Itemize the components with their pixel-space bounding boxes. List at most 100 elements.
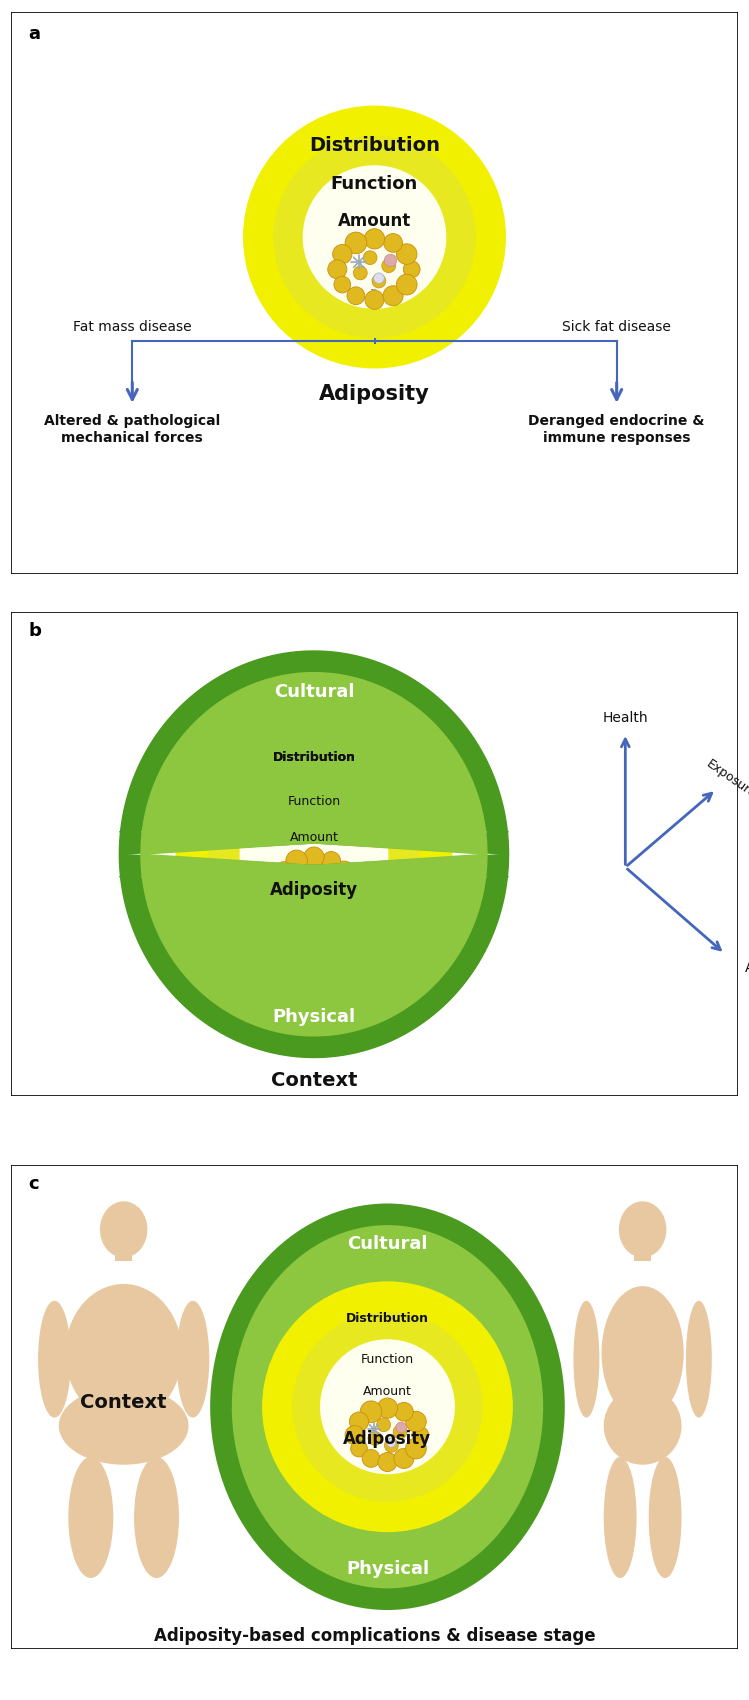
- Ellipse shape: [208, 748, 419, 960]
- Ellipse shape: [347, 287, 365, 304]
- Ellipse shape: [334, 275, 351, 292]
- Ellipse shape: [320, 1340, 455, 1474]
- Text: Adiposity-based complications & disease stage: Adiposity-based complications & disease …: [154, 1627, 595, 1646]
- Ellipse shape: [210, 1204, 565, 1610]
- Text: Cultural: Cultural: [348, 1236, 428, 1253]
- Text: Fat mass disease: Fat mass disease: [73, 320, 192, 333]
- Ellipse shape: [270, 876, 289, 894]
- Ellipse shape: [383, 286, 403, 306]
- Ellipse shape: [405, 1438, 426, 1459]
- Ellipse shape: [38, 1300, 71, 1418]
- Text: Distribution: Distribution: [273, 751, 356, 763]
- FancyBboxPatch shape: [111, 831, 518, 877]
- Ellipse shape: [286, 850, 308, 872]
- Text: Amount: Amount: [363, 1386, 412, 1399]
- Text: a: a: [28, 26, 40, 42]
- Ellipse shape: [574, 1300, 599, 1418]
- Ellipse shape: [240, 780, 388, 928]
- Text: Physical: Physical: [273, 1008, 356, 1025]
- Text: c: c: [28, 1175, 39, 1193]
- Ellipse shape: [303, 867, 317, 882]
- Ellipse shape: [333, 860, 354, 882]
- Ellipse shape: [276, 891, 292, 908]
- Text: Distribution: Distribution: [346, 1312, 429, 1326]
- Ellipse shape: [231, 1226, 543, 1588]
- Text: Context: Context: [80, 1392, 167, 1413]
- Ellipse shape: [394, 1448, 414, 1469]
- Ellipse shape: [619, 1202, 667, 1258]
- Ellipse shape: [294, 882, 308, 896]
- Ellipse shape: [360, 1401, 382, 1423]
- Text: Amount: Amount: [290, 831, 339, 845]
- Polygon shape: [141, 673, 487, 855]
- Ellipse shape: [141, 673, 487, 1035]
- Ellipse shape: [68, 1457, 113, 1578]
- Text: Adiposity: Adiposity: [319, 384, 430, 405]
- Ellipse shape: [322, 852, 341, 870]
- Text: Amount: Amount: [338, 212, 411, 230]
- Ellipse shape: [321, 876, 334, 889]
- Ellipse shape: [303, 165, 446, 309]
- Text: b: b: [28, 622, 41, 641]
- FancyBboxPatch shape: [115, 1244, 133, 1261]
- Text: Age: Age: [745, 960, 749, 974]
- Ellipse shape: [364, 230, 385, 248]
- Ellipse shape: [311, 889, 325, 903]
- Ellipse shape: [604, 1457, 637, 1578]
- Ellipse shape: [243, 105, 506, 369]
- Ellipse shape: [262, 1282, 513, 1532]
- Ellipse shape: [177, 1300, 209, 1418]
- Ellipse shape: [349, 1413, 369, 1431]
- Text: Cultural: Cultural: [273, 683, 354, 700]
- Ellipse shape: [393, 1425, 407, 1438]
- Ellipse shape: [649, 1457, 682, 1578]
- Ellipse shape: [395, 1402, 413, 1421]
- Ellipse shape: [396, 274, 417, 294]
- Ellipse shape: [345, 1426, 364, 1445]
- Text: Function: Function: [331, 175, 418, 194]
- Ellipse shape: [274, 862, 294, 881]
- Text: Distribution: Distribution: [273, 751, 356, 763]
- Polygon shape: [119, 651, 509, 855]
- Text: Distribution: Distribution: [309, 136, 440, 155]
- Text: Sick fat disease: Sick fat disease: [562, 320, 671, 333]
- Ellipse shape: [354, 265, 367, 280]
- Text: Adiposity: Adiposity: [343, 1430, 431, 1448]
- Ellipse shape: [604, 1387, 682, 1465]
- Ellipse shape: [313, 889, 323, 898]
- Ellipse shape: [175, 716, 452, 993]
- Ellipse shape: [386, 1438, 395, 1447]
- Ellipse shape: [377, 1397, 398, 1418]
- Ellipse shape: [292, 1312, 482, 1501]
- Ellipse shape: [333, 889, 354, 910]
- Ellipse shape: [406, 1411, 426, 1431]
- Ellipse shape: [403, 262, 420, 277]
- Ellipse shape: [119, 651, 509, 1057]
- Ellipse shape: [377, 1418, 390, 1431]
- Ellipse shape: [363, 252, 377, 265]
- Ellipse shape: [333, 245, 352, 264]
- Ellipse shape: [368, 1431, 382, 1445]
- Ellipse shape: [601, 1287, 684, 1420]
- Ellipse shape: [134, 1457, 179, 1578]
- Polygon shape: [141, 855, 487, 1035]
- Ellipse shape: [396, 243, 417, 265]
- Ellipse shape: [412, 1426, 428, 1443]
- Ellipse shape: [384, 1438, 398, 1452]
- Ellipse shape: [382, 258, 395, 272]
- FancyBboxPatch shape: [634, 1244, 652, 1261]
- Ellipse shape: [374, 274, 384, 284]
- Ellipse shape: [273, 136, 476, 338]
- Text: Deranged endocrine &
immune responses: Deranged endocrine & immune responses: [529, 415, 705, 444]
- Ellipse shape: [395, 1423, 407, 1433]
- Text: Adiposity: Adiposity: [270, 881, 358, 899]
- Ellipse shape: [59, 1387, 189, 1465]
- Ellipse shape: [321, 899, 342, 920]
- Ellipse shape: [340, 877, 357, 894]
- Ellipse shape: [383, 233, 402, 252]
- Ellipse shape: [362, 1450, 380, 1467]
- Ellipse shape: [686, 1300, 712, 1418]
- Text: Physical: Physical: [346, 1561, 429, 1578]
- Text: Altered & pathological
mechanical forces: Altered & pathological mechanical forces: [44, 415, 220, 444]
- Ellipse shape: [288, 901, 306, 920]
